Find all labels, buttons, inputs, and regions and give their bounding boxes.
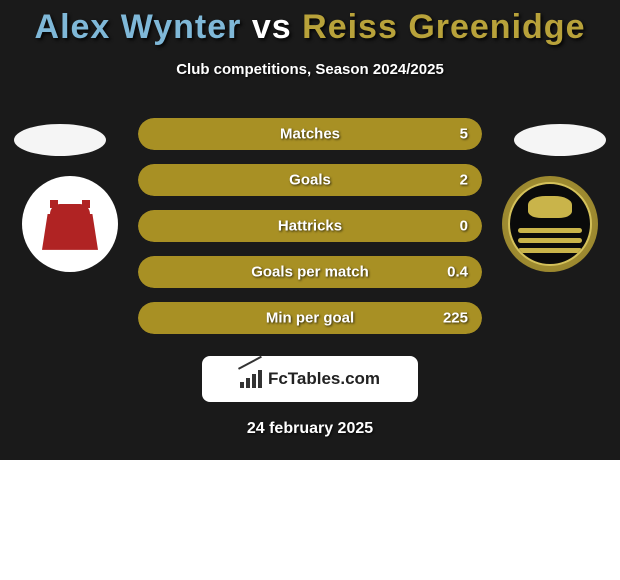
stats-area: Matches 5 Goals 2 Hattricks 0 Goals per match 0…	[0, 118, 620, 348]
stat-label: Goals per match	[251, 264, 369, 281]
stat-row: Goals 2	[138, 164, 482, 196]
stat-label: Matches	[280, 126, 340, 143]
subtitle: Club competitions, Season 2024/2025	[0, 61, 620, 78]
stat-label: Hattricks	[278, 218, 342, 235]
stat-value-right: 0	[460, 218, 468, 235]
stat-row: Hattricks 0	[138, 210, 482, 242]
stat-value-right: 2	[460, 172, 468, 189]
stat-label: Goals	[289, 172, 331, 189]
stat-row: Matches 5	[138, 118, 482, 150]
stat-value-right: 5	[460, 126, 468, 143]
stat-row: Goals per match 0.4	[138, 256, 482, 288]
chart-icon	[240, 370, 262, 388]
comparison-card: Alex Wynter vs Reiss Greenidge Club comp…	[0, 0, 620, 460]
stat-value-right: 0.4	[447, 264, 468, 281]
date-text: 24 february 2025	[0, 420, 620, 438]
logo-text: FcTables.com	[268, 369, 380, 389]
vs-text: vs	[252, 8, 292, 46]
stat-value-right: 225	[443, 310, 468, 327]
below-whitespace	[0, 460, 620, 580]
player2-name: Reiss Greenidge	[302, 8, 585, 46]
player1-name: Alex Wynter	[35, 8, 242, 46]
stat-label: Min per goal	[266, 310, 354, 327]
fctables-logo[interactable]: FcTables.com	[202, 356, 418, 402]
page-title: Alex Wynter vs Reiss Greenidge	[0, 0, 620, 47]
stat-row: Min per goal 225	[138, 302, 482, 334]
